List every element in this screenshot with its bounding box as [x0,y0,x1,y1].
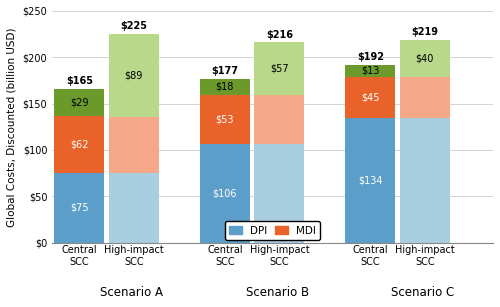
Text: $29: $29 [70,97,88,107]
Bar [254,42,304,95]
Bar [346,65,396,77]
Text: $177: $177 [212,66,238,76]
Text: $45: $45 [361,93,380,103]
Y-axis label: Global Costs, Discounted (billion USD): Global Costs, Discounted (billion USD) [7,27,17,227]
Bar [346,77,396,119]
Text: $134: $134 [358,176,382,185]
Bar [400,119,450,243]
Text: $40: $40 [416,53,434,63]
Text: Scenario C: Scenario C [391,286,454,299]
Text: $18: $18 [216,82,234,92]
Text: Scenario B: Scenario B [246,286,308,299]
Bar [200,79,250,95]
Bar [346,119,396,243]
Bar [54,89,104,116]
Text: Scenario A: Scenario A [100,286,163,299]
Bar [200,95,250,144]
Text: $219: $219 [412,27,438,37]
Bar [109,117,159,173]
Text: $225: $225 [120,21,148,31]
Text: $62: $62 [70,139,88,150]
Text: $53: $53 [216,115,234,125]
Text: $13: $13 [361,66,380,76]
Bar [109,173,159,243]
Bar [254,144,304,243]
Bar [109,34,159,117]
Text: $216: $216 [266,30,293,40]
Bar [54,173,104,243]
Text: $106: $106 [212,188,237,199]
Text: $165: $165 [66,76,93,86]
Bar [400,40,450,77]
Bar [400,77,450,119]
Bar [54,116,104,173]
Text: $89: $89 [124,70,143,80]
Legend: DPI, MDI: DPI, MDI [225,221,320,240]
Bar [200,144,250,243]
Text: $192: $192 [357,52,384,62]
Text: $57: $57 [270,64,288,74]
Bar [254,95,304,144]
Text: $75: $75 [70,203,88,213]
